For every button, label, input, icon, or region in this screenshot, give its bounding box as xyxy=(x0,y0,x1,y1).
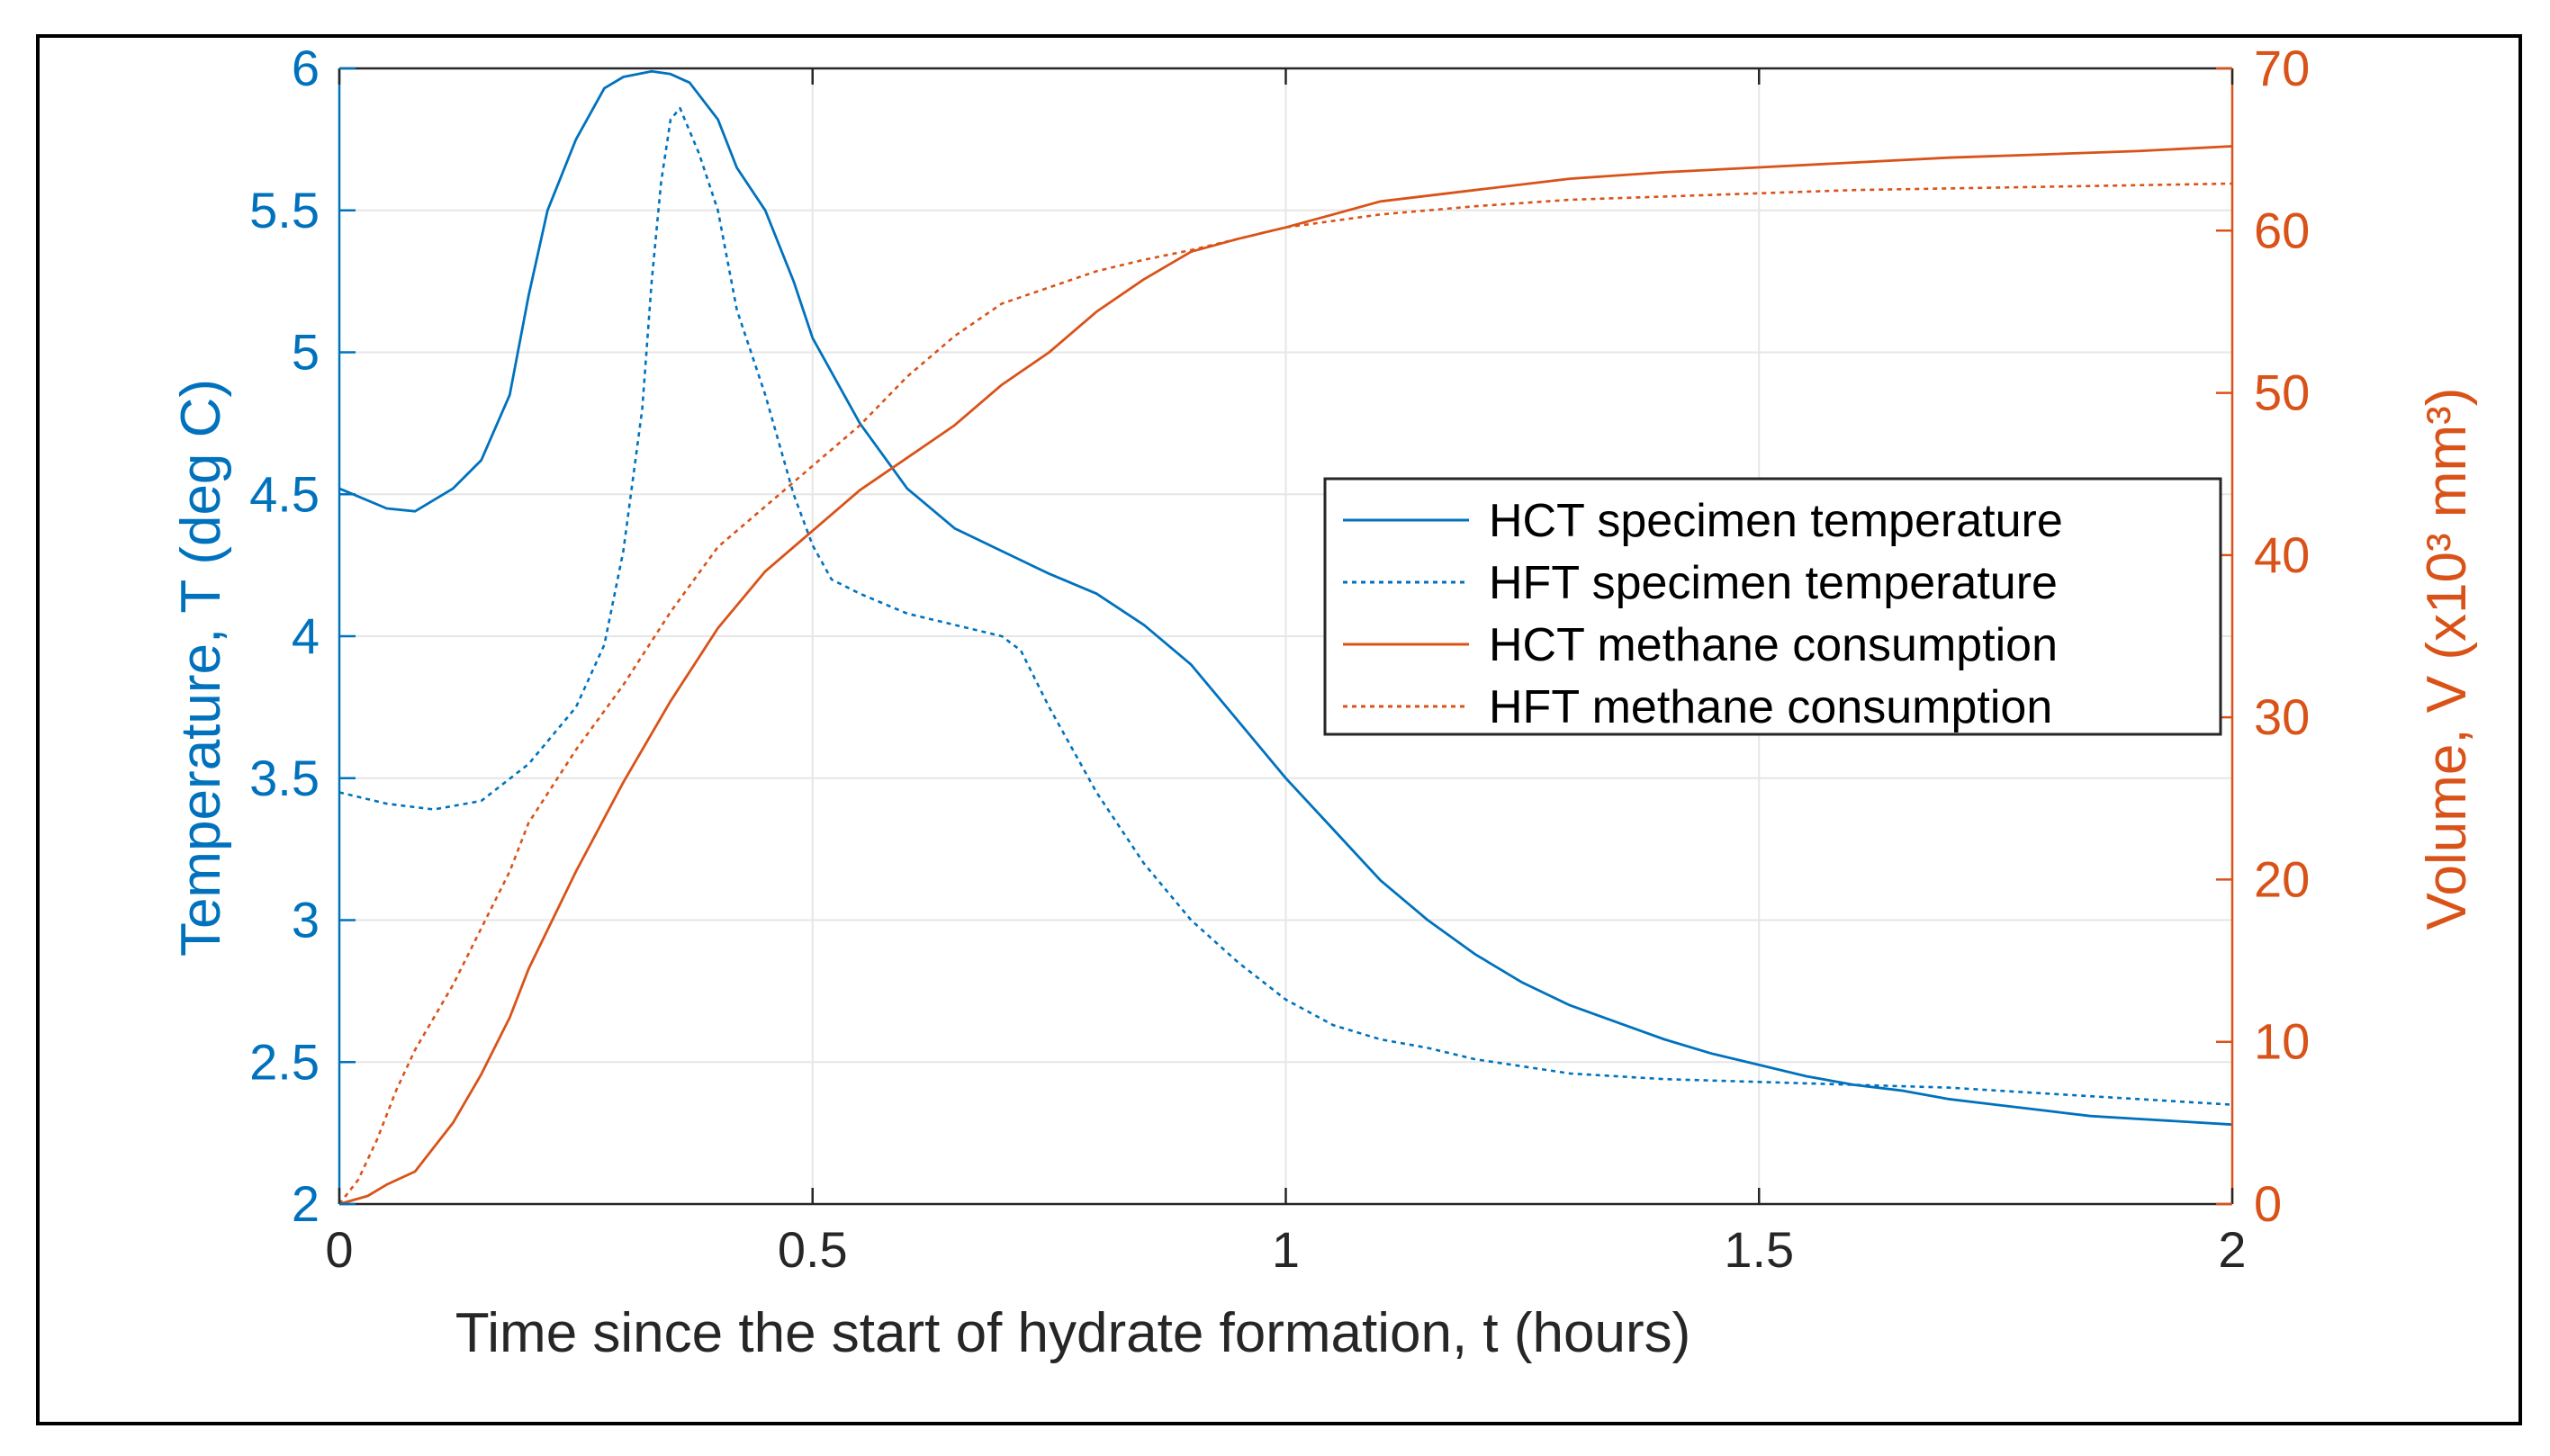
series-line-1 xyxy=(338,69,2233,1127)
legend-label-3: HCT methane consumption xyxy=(1489,619,2058,671)
x-tick-label: 1 xyxy=(1272,1221,1300,1278)
series-line-4 xyxy=(338,182,2233,1205)
series-layer xyxy=(338,69,2233,1206)
x-tick-label: 0.5 xyxy=(778,1221,848,1278)
legend-box xyxy=(1323,477,2222,736)
y-left-tick-label: 5.5 xyxy=(249,182,320,238)
y-right-tick-label: 50 xyxy=(2254,364,2310,421)
y-right-tick-label: 60 xyxy=(2254,202,2310,258)
x-tick-label: 0 xyxy=(325,1221,353,1278)
y-right-tick-label: 0 xyxy=(2254,1175,2282,1232)
y-left-tick-label: 6 xyxy=(292,40,320,96)
figure-frame: 0 0.5 1 1.5 2 2 2.5 3 3.5 4 4.5 5 5.5 6 0 10 20 30 40 50 60 7… xyxy=(36,34,2522,1425)
series-line-3 xyxy=(338,145,2233,1206)
legend-label-4: HFT methane consumption xyxy=(1489,681,2052,733)
y-left-tick-label: 4 xyxy=(292,607,320,664)
y-left-tick-label: 4.5 xyxy=(249,465,320,522)
chart-svg: 0 0.5 1 1.5 222.533.544.555.5601020304050607… xyxy=(170,40,2478,1364)
y-right-tick-label: 40 xyxy=(2254,526,2310,583)
y-left-tick-label: 2 xyxy=(292,1175,320,1232)
series-line-2 xyxy=(338,106,2233,1106)
ticks: 0 0.5 1 1.5 222.533.544.555.5601020304050607… xyxy=(249,40,2310,1278)
y-left-tick-label: 3 xyxy=(292,892,320,948)
x-tick-label: 1.5 xyxy=(1724,1221,1794,1278)
y-right-tick-label: 10 xyxy=(2254,1013,2310,1070)
x-axis-label: Time since the start of hydrate formatio… xyxy=(455,1302,1691,1364)
y-left-tick-label: 3.5 xyxy=(249,750,320,806)
x-tick-label: 2 xyxy=(2218,1221,2246,1278)
legend-label-1: HCT specimen temperature xyxy=(1489,495,2063,547)
y-left-tick-label: 5 xyxy=(292,324,320,381)
y-right-tick-label: 70 xyxy=(2254,40,2310,96)
y-axis-label-left: Temperature, T (deg C) xyxy=(170,379,232,957)
y-right-tick-label: 20 xyxy=(2254,850,2310,907)
y-right-tick-label: 30 xyxy=(2254,688,2310,745)
y-left-tick-label: 2.5 xyxy=(249,1033,320,1090)
legend-label-2: HFT specimen temperature xyxy=(1489,557,2058,609)
legend: HCT specimen temperature HFT specimen tem… xyxy=(1323,477,2222,736)
y-axis-label-right: Volume, V (x10³ mm³) xyxy=(2416,388,2478,930)
